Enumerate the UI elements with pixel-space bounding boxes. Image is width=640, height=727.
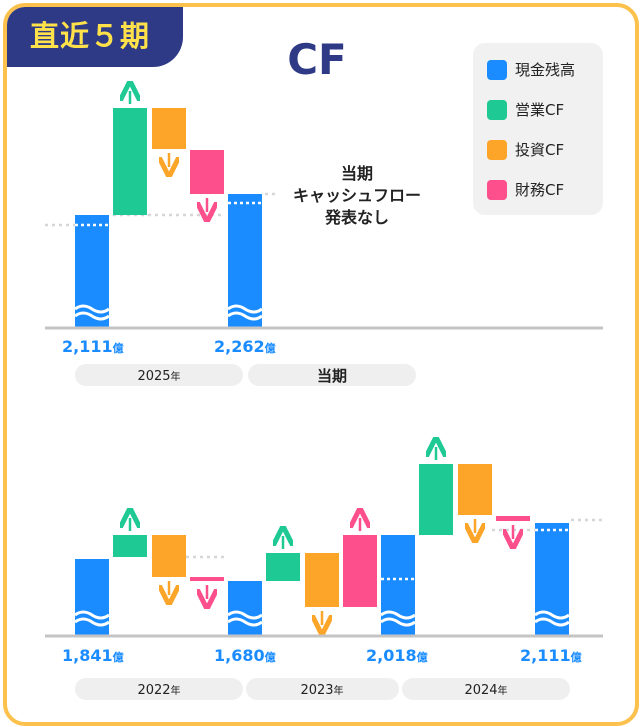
period-pill-2025 — [75, 364, 243, 386]
period-label: 2024年 — [464, 683, 507, 698]
operating-cf-bar-2024 — [419, 464, 453, 535]
cf-card: 直近５期 CF 現金残高 営業CF 投資CF 財務CF — [3, 3, 639, 726]
cash-value-label: 1,680億 — [214, 646, 276, 665]
period-pill-current — [248, 364, 416, 386]
recent-five-periods-badge: 直近５期 — [7, 7, 183, 67]
break-wave-icon — [380, 617, 416, 627]
financing-cf-bar-2023 — [343, 535, 377, 607]
financing-cf-bar-2025 — [190, 150, 224, 194]
cash-value-label: 2,111億 — [520, 646, 582, 665]
cash-value-label: 2,018億 — [366, 646, 428, 665]
period-label: 当期 — [317, 367, 347, 385]
financing-cf-bar-2022 — [190, 577, 224, 581]
investing-cf-bar-2024 — [458, 464, 492, 515]
break-wave-icon — [534, 617, 570, 627]
badge-label: 直近５期 — [29, 19, 150, 53]
break-wave-icon — [227, 304, 263, 314]
cash-value-label: 1,841億 — [62, 646, 124, 665]
legend-item-financing: 財務CF — [487, 179, 564, 200]
note-line-3: 発表なし — [324, 208, 389, 227]
financing-cf-bar-2024 — [496, 516, 530, 521]
investing-cf-bar-2023 — [305, 553, 339, 607]
investing-cf-bar-2022 — [152, 535, 186, 577]
break-wave-icon — [227, 311, 263, 321]
period-pill-2023 — [246, 678, 399, 700]
square-swatch-icon — [487, 59, 507, 80]
legend-item-investing: 投資CF — [487, 139, 564, 160]
break-wave-icon — [74, 311, 110, 321]
break-wave-icon — [74, 617, 110, 627]
break-wave-icon — [74, 304, 110, 314]
square-swatch-icon — [487, 179, 507, 200]
cash-bar-2023-start — [228, 581, 262, 636]
break-wave-icon — [74, 610, 110, 620]
chart-title: CF — [287, 35, 347, 84]
cash-value-label: 2,111億 — [62, 337, 124, 356]
legend-label-financing: 財務CF — [515, 181, 565, 199]
legend-item-operating: 営業CF — [487, 99, 564, 120]
break-wave-icon — [227, 610, 263, 620]
legend-label-operating: 営業CF — [515, 101, 565, 119]
note-line-1: 当期 — [341, 164, 373, 183]
cash-value-label: 2,262億 — [214, 337, 276, 356]
legend-item-cash: 現金残高 — [487, 59, 575, 80]
operating-cf-bar-2022 — [113, 535, 147, 557]
period-label: 2023年 — [300, 683, 343, 698]
investing-cf-bar-2025 — [152, 108, 186, 149]
break-wave-icon — [380, 610, 416, 620]
square-swatch-icon — [487, 139, 507, 160]
square-swatch-icon — [487, 99, 507, 120]
period-pill-2022 — [75, 678, 243, 700]
waterfall-chart: 当期 キャッシュフロー 発表なし 2,111億 2,262億 2025年 当期 — [45, 7, 603, 700]
legend-label-investing: 投資CF — [515, 141, 565, 159]
period-pill-2024 — [402, 678, 570, 700]
period-label: 2022年 — [137, 683, 180, 698]
period-label: 2025年 — [137, 369, 180, 384]
legend: 現金残高 営業CF 投資CF 財務CF — [473, 43, 603, 215]
operating-cf-bar-2023 — [266, 553, 300, 581]
break-wave-icon — [534, 610, 570, 620]
legend-label-cash: 現金残高 — [515, 61, 576, 79]
operating-cf-bar-2025 — [113, 108, 147, 215]
break-wave-icon — [227, 617, 263, 627]
note-line-2: キャッシュフロー — [293, 186, 421, 205]
